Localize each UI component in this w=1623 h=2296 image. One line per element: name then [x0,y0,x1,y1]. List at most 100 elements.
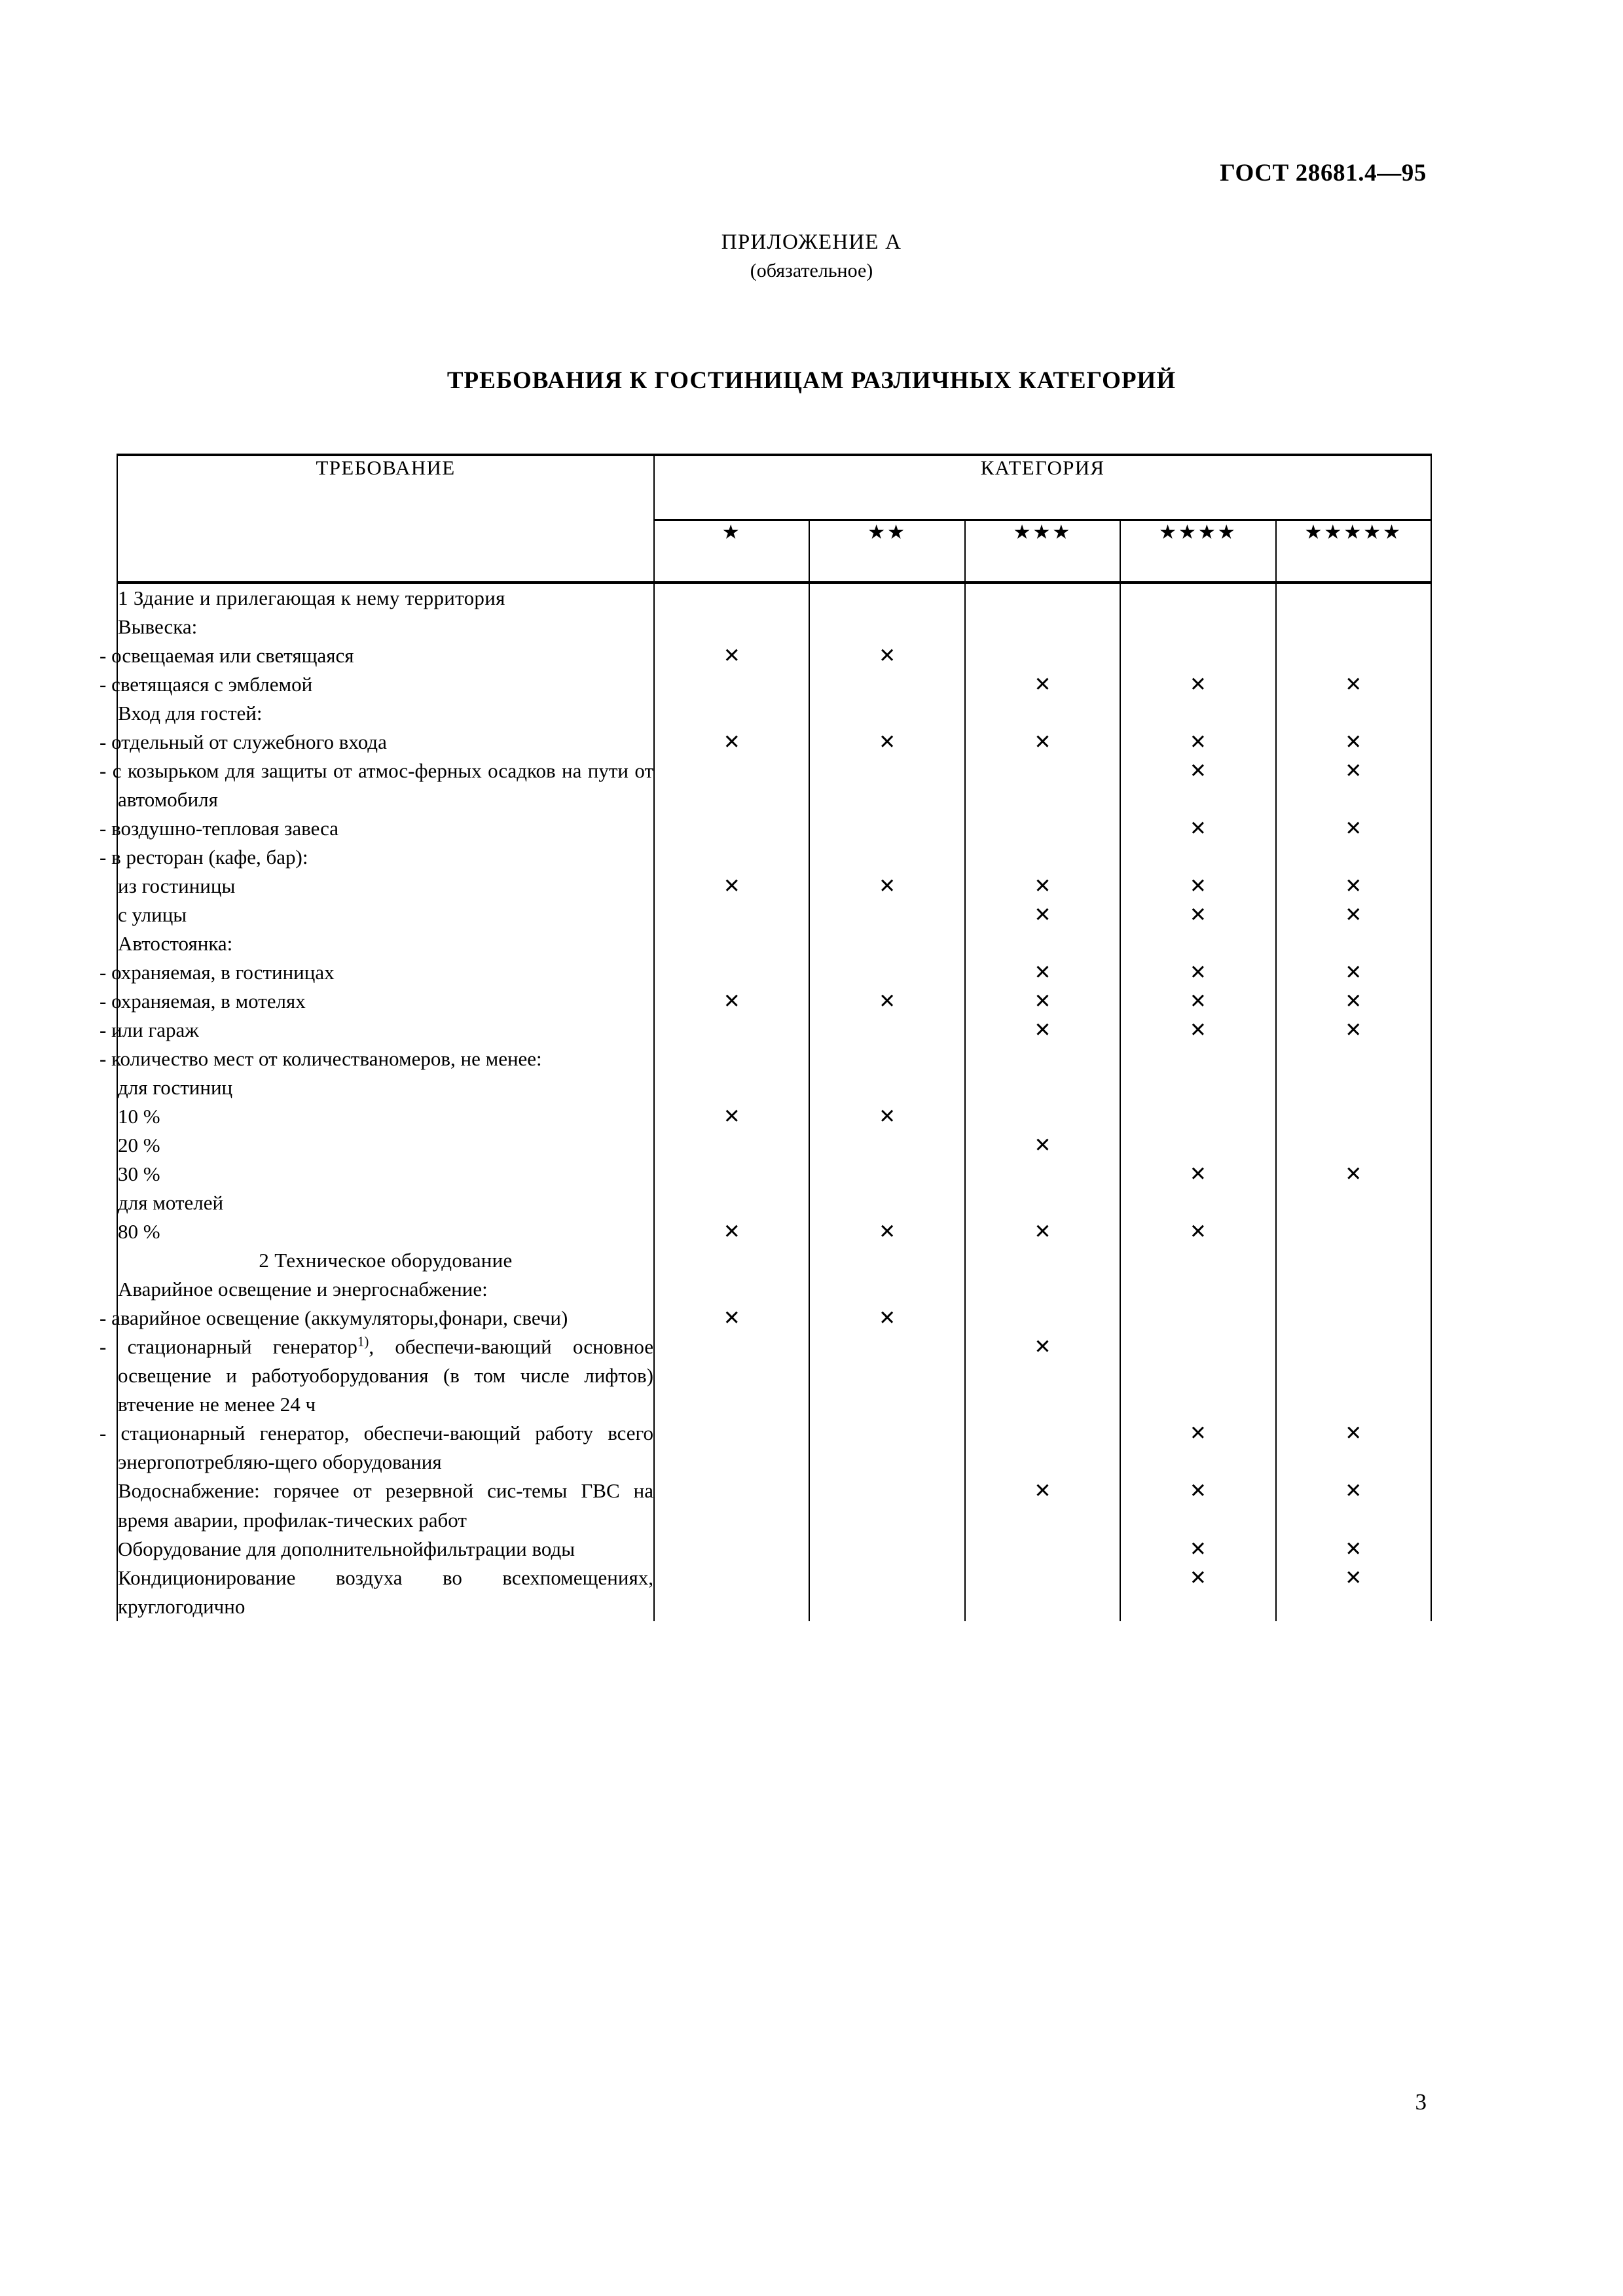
mark-cell-empty [964,699,1122,728]
col-header-star-1: ★ [653,520,811,584]
mark-cell-empty [1275,1217,1432,1247]
mark-cell-empty [964,583,1122,613]
mark-cell-empty [1275,613,1432,642]
requirement-cell: - аварийное освещение (аккумуляторы,фона… [100,1304,655,1333]
mark-cell-checked: ✕ [1120,1016,1277,1045]
table-row: - стационарный генератор1), обеспечи-ваю… [100,1333,1432,1420]
mark-cell-empty [1275,929,1432,959]
mark-cell-empty [653,1073,811,1103]
requirement-cell: - с козырьком для защиты от атмос-ферных… [100,757,655,815]
mark-cell-empty [964,641,1122,671]
requirement-cell: Вывеска: [117,613,655,642]
mark-cell-empty [964,843,1122,872]
table-row: Оборудование для дополнительнойфильтраци… [117,1534,1432,1564]
mark-cell-empty [964,1246,1122,1276]
col-header-requirement: ТРЕБОВАНИЕ [117,454,655,584]
mark-cell-checked: ✕ [1275,670,1432,700]
mark-cell-empty [1120,1246,1277,1276]
mark-cell-checked: ✕ [1275,1477,1432,1535]
annex-subtitle: (обязательное) [750,260,873,282]
mark-cell-empty [1275,1189,1432,1218]
mark-cell-empty [653,1333,811,1420]
mark-cell-empty [964,1189,1122,1218]
mark-cell-empty [964,1073,1122,1103]
mark-cell-checked: ✕ [1120,814,1277,844]
table-body: 1 Здание и прилегающая к нему территория… [100,583,1432,1621]
mark-cell-empty [653,757,811,815]
mark-cell-empty [653,1160,811,1189]
requirement-cell: - в ресторан (кафе, бар): [100,843,655,872]
requirement-cell: Аварийное освещение и энергоснабжение: [117,1275,655,1304]
mark-cell-empty [809,670,966,700]
col-header-star-2: ★★ [809,520,966,584]
mark-cell-checked: ✕ [1120,1419,1277,1477]
requirement-cell: - воздушно-тепловая завеса [100,814,655,844]
mark-cell-empty [653,901,811,930]
mark-cell-checked: ✕ [1120,958,1277,988]
mark-cell-checked: ✕ [1120,901,1277,930]
mark-cell-checked: ✕ [964,1131,1122,1160]
mark-cell-checked: ✕ [1275,757,1432,815]
mark-cell-empty [809,1246,966,1276]
mark-cell-empty [1120,1304,1277,1333]
mark-cell-checked: ✕ [964,1477,1122,1535]
mark-cell-empty [653,1534,811,1564]
mark-cell-empty [809,1131,966,1160]
mark-cell-empty [964,613,1122,642]
requirement-text-cont: , обеспечи-вающий основное освещение и р… [118,1335,653,1416]
footnote-marker: 1) [357,1334,369,1350]
mark-cell-empty [653,1189,811,1218]
table-row: с улицы ✕ ✕ ✕ [117,901,1432,930]
table-row: 20 % ✕ [117,1131,1432,1160]
requirement-cell: - светящаяся с эмблемой [100,670,655,700]
mark-cell-empty [964,757,1122,815]
running-head-standard-number: ГОСТ 28681.4—95 [1220,160,1427,187]
mark-cell-empty [1120,1045,1277,1074]
requirement-cell: - освещаемая или светящаяся [100,641,655,671]
mark-cell-empty [809,843,966,872]
mark-cell-checked: ✕ [809,1217,966,1247]
mark-cell-empty [1275,641,1432,671]
requirement-cell: - количество мест от количестваномеров, … [100,1045,655,1074]
requirement-cell: - стационарный генератор, обеспечи-вающи… [100,1419,655,1477]
mark-cell-checked: ✕ [1275,987,1432,1016]
requirement-cell: - или гараж [100,1016,655,1045]
table-row: Автостоянка: [117,929,1432,959]
mark-cell-checked: ✕ [1120,670,1277,700]
mark-cell-empty [964,1563,1122,1621]
annex-title: ПРИЛОЖЕНИЕ А [721,230,902,254]
mark-cell-empty [653,670,811,700]
table-row: для гостиниц [117,1073,1432,1103]
mark-cell-empty [964,929,1122,959]
requirement-cell: 80 % [117,1217,655,1247]
col-header-star-5: ★★★★★ [1275,520,1432,584]
requirement-cell: - отдельный от служебного входа [100,728,655,757]
mark-cell-empty [964,1045,1122,1074]
mark-cell-empty [653,583,811,613]
table-header-row-2: ★ ★★ ★★★ ★★★★ ★★★★★ [117,520,1432,584]
requirements-table: ТРЕБОВАНИЕ КАТЕГОРИЯ ★ ★★ ★★★ ★★★★ ★★★★★… [100,454,1432,1621]
mark-cell-empty [1120,1102,1277,1132]
mark-cell-checked: ✕ [964,1217,1122,1247]
mark-cell-empty [809,1419,966,1477]
mark-cell-empty [809,1045,966,1074]
mark-cell-empty [809,1073,966,1103]
requirement-cell: с улицы [117,901,655,930]
mark-cell-empty [653,958,811,988]
mark-cell-checked: ✕ [1275,958,1432,988]
table-row: из гостиницы ✕ ✕ ✕ ✕ ✕ [117,872,1432,901]
requirement-cell: 20 % [117,1131,655,1160]
mark-cell-checked: ✕ [964,872,1122,901]
table-row: - или гараж ✕ ✕ ✕ [100,1016,1432,1045]
mark-cell-checked: ✕ [1120,757,1277,815]
mark-cell-empty [1120,843,1277,872]
mark-cell-empty [964,1275,1122,1304]
requirement-cell: Оборудование для дополнительнойфильтраци… [117,1534,655,1564]
table-row: Аварийное освещение и энергоснабжение: [117,1275,1432,1304]
table-row: Водоснабжение: горячее от резервной сис-… [117,1477,1432,1535]
mark-cell-empty [809,958,966,988]
mark-cell-empty [1275,1045,1432,1074]
mark-cell-empty [1120,613,1277,642]
mark-cell-empty [1275,699,1432,728]
mark-cell-checked: ✕ [809,872,966,901]
